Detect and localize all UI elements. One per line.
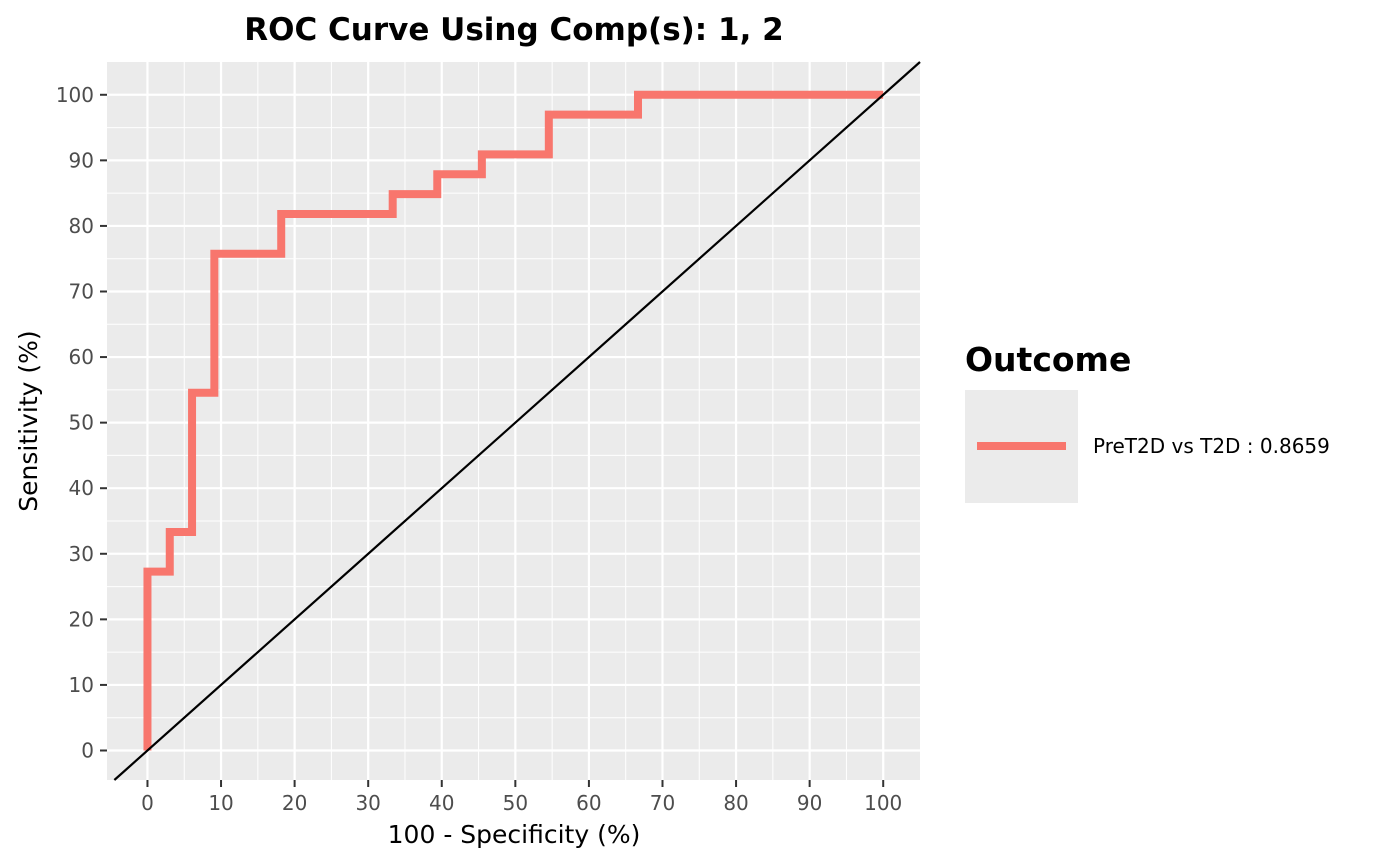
x-axis-title: 100 - Specificity (%) xyxy=(388,820,641,849)
x-tick-label: 20 xyxy=(282,791,307,815)
y-tick-label: 0 xyxy=(81,738,94,762)
x-tick-label: 60 xyxy=(576,791,601,815)
x-tick-label: 10 xyxy=(208,791,233,815)
x-tick-label: 90 xyxy=(797,791,822,815)
y-tick-label: 100 xyxy=(56,83,94,107)
reference-layer xyxy=(113,61,921,781)
reference-diagonal-line xyxy=(113,61,921,781)
y-tick-label: 20 xyxy=(69,607,94,631)
y-axis: 0 10 20 30 40 50 60 70 80 90 100 xyxy=(56,83,107,762)
x-tick-label: 40 xyxy=(429,791,454,815)
y-tick-label: 40 xyxy=(69,476,94,500)
legend: Outcome PreT2D vs T2D : 0.8659 xyxy=(965,340,1330,503)
y-tick-label: 50 xyxy=(69,411,94,435)
x-tick-label: 0 xyxy=(141,791,154,815)
series-layer xyxy=(143,90,884,751)
x-axis: 0 10 20 30 40 50 60 70 80 90 100 xyxy=(141,780,902,815)
minor-gridlines xyxy=(107,62,920,780)
roc-curve-series-0 xyxy=(143,90,884,751)
y-axis-title: Sensitivity (%) xyxy=(14,330,43,511)
x-tick-label: 80 xyxy=(723,791,748,815)
y-tick-label: 90 xyxy=(69,148,94,172)
x-tick-label: 100 xyxy=(864,791,902,815)
x-tick-label: 70 xyxy=(650,791,675,815)
legend-title: Outcome xyxy=(965,340,1131,379)
x-tick-label: 30 xyxy=(355,791,380,815)
legend-label: PreT2D vs T2D : 0.8659 xyxy=(1093,434,1330,458)
chart-title: ROC Curve Using Comp(s): 1, 2 xyxy=(244,12,783,48)
y-tick-label: 60 xyxy=(69,345,94,369)
y-tick-label: 30 xyxy=(69,542,94,566)
y-tick-label: 70 xyxy=(69,279,94,303)
y-tick-label: 10 xyxy=(69,673,94,697)
y-tick-label: 80 xyxy=(69,214,94,238)
x-tick-label: 50 xyxy=(503,791,528,815)
